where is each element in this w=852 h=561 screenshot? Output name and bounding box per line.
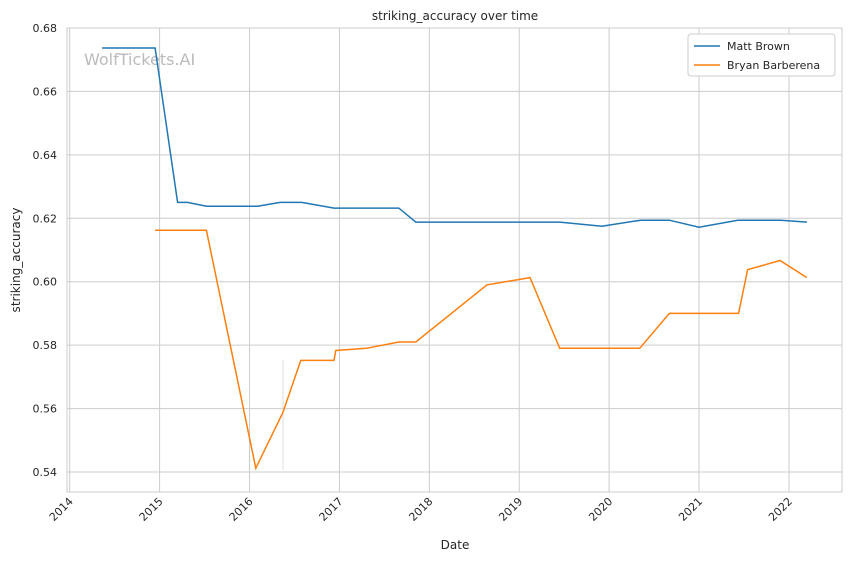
legend: Matt Brown Bryan Barberena [687, 33, 836, 77]
y-tick-label: 0.64 [33, 149, 58, 162]
y-tick-label: 0.66 [33, 85, 58, 98]
chart-title: striking_accuracy over time [372, 9, 538, 23]
x-tick-label: 2021 [676, 495, 705, 524]
y-tick-label: 0.62 [33, 212, 58, 225]
x-tick-label: 2016 [227, 495, 256, 524]
y-tick-label: 0.56 [33, 403, 58, 416]
series-line-matt-brown [102, 47, 807, 228]
watermark: WolfTickets.AI [84, 50, 195, 69]
y-tick-label: 0.60 [33, 276, 58, 289]
x-tick-label: 2014 [47, 495, 76, 524]
legend-label: Matt Brown [727, 40, 790, 53]
y-tick-label: 0.58 [33, 339, 58, 352]
x-axis-label: Date [441, 538, 470, 552]
series-line-bryan-barberena [155, 229, 808, 471]
x-tick-label: 2019 [496, 495, 525, 524]
x-tick-label: 2018 [406, 495, 435, 524]
x-tick-label: 2022 [766, 495, 795, 524]
y-axis-label: striking_accuracy [9, 208, 23, 313]
x-tick-label: 2015 [137, 495, 166, 524]
y-tick-label: 0.54 [33, 466, 58, 479]
x-tick-label: 2020 [586, 495, 615, 524]
legend-label: Bryan Barberena [727, 59, 820, 72]
y-tick-label: 0.68 [33, 22, 58, 35]
x-tick-label: 2017 [317, 495, 346, 524]
plot-frame [66, 27, 843, 493]
